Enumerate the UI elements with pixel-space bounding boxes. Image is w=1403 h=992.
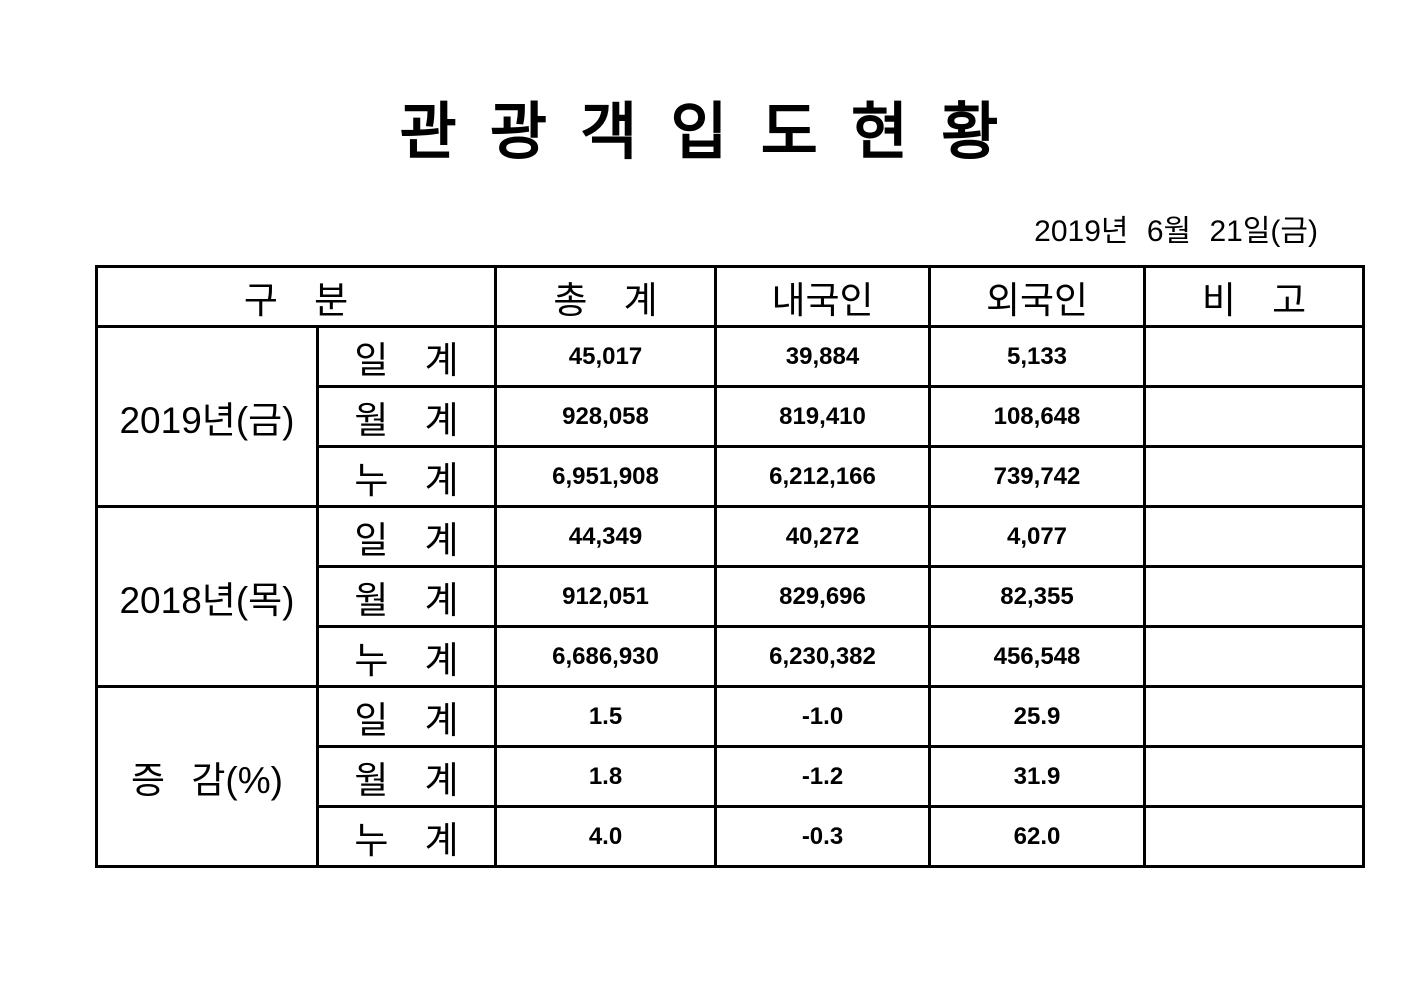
value-foreign: 82,355 bbox=[928, 565, 1146, 628]
value-foreign: 739,742 bbox=[928, 445, 1146, 508]
note-cell bbox=[1143, 625, 1365, 688]
header-foreign: 외국인 bbox=[928, 265, 1146, 328]
value-foreign: 31.9 bbox=[928, 745, 1146, 808]
note-cell bbox=[1143, 685, 1365, 748]
tourist-arrivals-table: 구 분 총 계 내국인 외국인 비 고 2019년(금) 일 계 45,017 … bbox=[95, 265, 1365, 868]
table-row: 월 계 928,058 819,410 108,648 bbox=[97, 385, 1365, 448]
group-label-2018: 2018년(목) bbox=[95, 505, 319, 688]
header-total: 총 계 bbox=[494, 265, 717, 328]
value-domestic: 6,212,166 bbox=[714, 445, 931, 508]
value-total: 6,686,930 bbox=[494, 625, 717, 688]
table-row: 누 계 4.0 -0.3 62.0 bbox=[97, 805, 1365, 868]
table-row: 증 감(%) 일 계 1.5 -1.0 25.9 bbox=[95, 685, 1365, 868]
value-foreign: 25.9 bbox=[928, 685, 1146, 748]
value-foreign: 5,133 bbox=[928, 325, 1146, 388]
row-label-monthly: 월 계 bbox=[316, 745, 497, 808]
header-domestic: 내국인 bbox=[714, 265, 931, 328]
value-total: 912,051 bbox=[494, 565, 717, 628]
value-total: 45,017 bbox=[494, 325, 717, 388]
group-label-2019: 2019년(금) bbox=[95, 325, 319, 508]
header-gubun: 구 분 bbox=[95, 265, 497, 328]
value-domestic: -1.0 bbox=[714, 685, 931, 748]
value-foreign: 62.0 bbox=[928, 805, 1146, 868]
document-title: 관 광 객 입 도 현 황 bbox=[399, 98, 1004, 167]
row-label-daily: 일 계 bbox=[316, 325, 497, 388]
header-note: 비 고 bbox=[1143, 265, 1365, 328]
note-cell bbox=[1143, 505, 1365, 568]
row-label-cumulative: 누 계 bbox=[316, 805, 497, 868]
value-domestic: -1.2 bbox=[714, 745, 931, 808]
value-foreign: 108,648 bbox=[928, 385, 1146, 448]
table-row: 2019년(금) 일 계 45,017 39,884 5,133 bbox=[95, 325, 1365, 508]
report-date: 2019년 6월 21일(금) bbox=[1034, 215, 1318, 248]
value-total: 4.0 bbox=[494, 805, 717, 868]
note-cell bbox=[1143, 385, 1365, 448]
value-total: 6,951,908 bbox=[494, 445, 717, 508]
row-label-monthly: 월 계 bbox=[316, 385, 497, 448]
table-row: 누 계 6,951,908 6,212,166 739,742 bbox=[97, 445, 1365, 508]
value-domestic: -0.3 bbox=[714, 805, 931, 868]
row-label-cumulative: 누 계 bbox=[316, 445, 497, 508]
value-domestic: 39,884 bbox=[714, 325, 931, 388]
table-row: 월 계 912,051 829,696 82,355 bbox=[97, 565, 1365, 628]
note-cell bbox=[1143, 325, 1365, 388]
table-row: 2018년(목) 일 계 44,349 40,272 4,077 bbox=[95, 505, 1365, 688]
value-foreign: 4,077 bbox=[928, 505, 1146, 568]
value-total: 44,349 bbox=[494, 505, 717, 568]
note-cell bbox=[1143, 565, 1365, 628]
value-total: 928,058 bbox=[494, 385, 717, 448]
note-cell bbox=[1143, 805, 1365, 868]
value-foreign: 456,548 bbox=[928, 625, 1146, 688]
note-cell bbox=[1143, 745, 1365, 808]
row-label-monthly: 월 계 bbox=[316, 565, 497, 628]
value-domestic: 819,410 bbox=[714, 385, 931, 448]
group-label-change-pct: 증 감(%) bbox=[95, 685, 319, 868]
value-domestic: 6,230,382 bbox=[714, 625, 931, 688]
row-label-daily: 일 계 bbox=[316, 505, 497, 568]
header-row: 구 분 총 계 내국인 외국인 비 고 bbox=[95, 265, 1365, 328]
row-label-cumulative: 누 계 bbox=[316, 625, 497, 688]
value-total: 1.8 bbox=[494, 745, 717, 808]
note-cell bbox=[1143, 445, 1365, 508]
value-total: 1.5 bbox=[494, 685, 717, 748]
table-row: 누 계 6,686,930 6,230,382 456,548 bbox=[97, 625, 1365, 688]
row-label-daily: 일 계 bbox=[316, 685, 497, 748]
value-domestic: 40,272 bbox=[714, 505, 931, 568]
value-domestic: 829,696 bbox=[714, 565, 931, 628]
table-row: 월 계 1.8 -1.2 31.9 bbox=[97, 745, 1365, 808]
